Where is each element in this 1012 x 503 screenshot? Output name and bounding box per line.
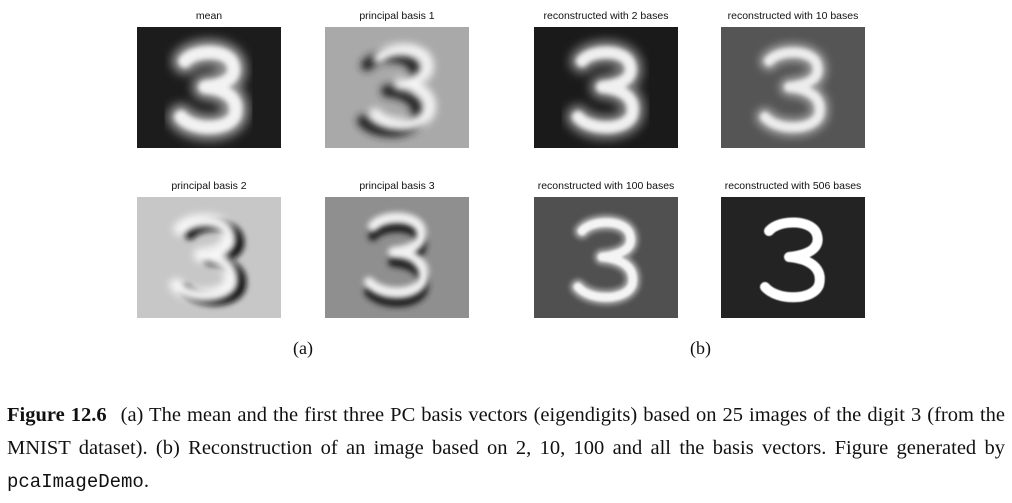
panel-title-recon-100: reconstructed with 100 bases	[537, 180, 675, 192]
panel-title-basis-1: principal basis 1	[359, 10, 435, 22]
digit-stroke	[369, 43, 436, 131]
digit-stroke	[572, 46, 639, 134]
subfigure-label-b: (b)	[690, 338, 711, 358]
digit-stroke	[364, 212, 429, 298]
digit-stroke	[364, 222, 429, 308]
image-mean	[137, 27, 281, 148]
image-recon-506	[721, 197, 865, 318]
panel-title-recon-2: reconstructed with 2 bases	[543, 10, 669, 22]
image-basis-3	[325, 197, 469, 318]
panel-title-recon-506: reconstructed with 506 bases	[724, 180, 862, 192]
caption-end: .	[143, 470, 149, 492]
image-recon-2	[534, 27, 678, 148]
panel-title-basis-3: principal basis 3	[359, 180, 435, 192]
subfigure-label-a: (a)	[293, 338, 313, 358]
image-recon-10	[721, 27, 865, 148]
figure-caption: Figure 12.6 (a) The mean and the first th…	[7, 399, 1005, 499]
figure-label: Figure 12.6	[7, 404, 107, 426]
panel-title-mean: mean	[195, 10, 223, 22]
digit-stroke	[169, 213, 238, 302]
panel-title-recon-10: reconstructed with 10 bases	[727, 10, 859, 22]
digit-stroke	[174, 45, 243, 134]
caption-text: (a) The mean and the first three PC basi…	[7, 404, 1005, 459]
panel-title-basis-2: principal basis 2	[171, 180, 247, 192]
digit-stroke	[760, 217, 825, 303]
image-basis-1	[325, 27, 469, 148]
image-recon-100	[534, 197, 678, 318]
caption-code: pcaImageDemo	[7, 471, 144, 493]
digit-stroke	[760, 47, 825, 133]
digit-stroke	[573, 217, 638, 302]
image-basis-2	[137, 197, 281, 318]
